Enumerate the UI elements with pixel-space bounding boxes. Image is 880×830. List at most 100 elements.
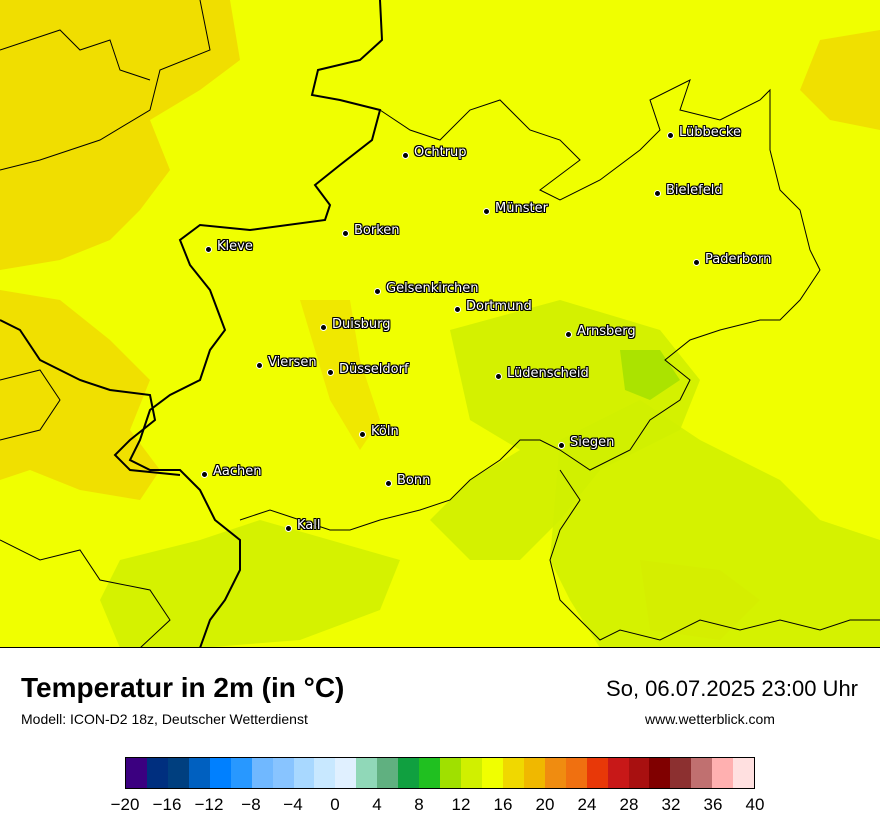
city-label: Köln (371, 424, 399, 439)
cool-region-core (620, 350, 680, 400)
city-label: Düsseldorf (339, 362, 409, 377)
cool-region-southeast (550, 400, 880, 647)
city-marker (667, 132, 674, 139)
city-marker (483, 208, 490, 215)
color-swatch (440, 758, 461, 788)
map-title: Temperatur in 2m (in °C) (21, 672, 345, 703)
scale-tick-label: 32 (661, 795, 681, 814)
color-swatch (377, 758, 399, 788)
scale-tick-label: 8 (414, 795, 424, 814)
city-label: Aachen (213, 464, 262, 479)
color-swatch (272, 758, 294, 788)
color-swatch (544, 758, 566, 788)
color-swatch (251, 758, 273, 788)
state-border-south (549, 469, 880, 641)
scale-tick-label: 40 (745, 795, 765, 814)
color-swatch (628, 758, 650, 788)
city-marker (285, 525, 292, 532)
color-swatch (523, 758, 545, 788)
warm-region-nw (0, 0, 240, 270)
forecast-datetime: So, 06.07.2025 23:00 Uhr (606, 676, 858, 701)
city-label: Viersen (268, 355, 317, 370)
scale-tick-label: −12 (194, 795, 224, 814)
state-border-north (239, 79, 821, 531)
scale-tick-label: −4 (283, 795, 303, 814)
color-swatch (167, 758, 189, 788)
website-link[interactable]: www.wetterblick.com (645, 711, 775, 727)
city-marker (327, 369, 334, 376)
county-line-1 (0, 29, 151, 81)
city-marker (201, 471, 208, 478)
city-label: Arnsberg (577, 324, 636, 339)
model-source: Modell: ICON-D2 18z, Deutscher Wetterdie… (21, 711, 308, 727)
color-swatch (565, 758, 587, 788)
city-label: Lübbecke (679, 125, 741, 140)
city-label: Lüdenscheid (507, 366, 589, 381)
scale-tick-label: 28 (619, 795, 639, 814)
city-label: Borken (354, 223, 400, 238)
city-label: Bielefeld (666, 183, 723, 198)
city-label: Ochtrup (414, 145, 467, 160)
color-swatch (607, 758, 629, 788)
scale-tick-label: 24 (577, 795, 597, 814)
scale-tick-label: 36 (703, 795, 723, 814)
warm-region-center (300, 300, 380, 450)
city-marker (385, 480, 392, 487)
city-marker (654, 190, 661, 197)
scale-tick-label: 4 (372, 795, 382, 814)
warm-region-ne (800, 30, 880, 130)
city-marker (693, 259, 700, 266)
color-swatch (649, 758, 671, 788)
warm-region-nw2 (0, 290, 160, 500)
city-marker (256, 362, 263, 369)
county-line-2 (0, 369, 61, 441)
color-swatch (712, 758, 734, 788)
city-marker (320, 324, 327, 331)
city-label: Gelsenkirchen (386, 281, 479, 296)
scale-tick-label: 20 (535, 795, 555, 814)
color-swatch (126, 758, 147, 788)
scale-tick-label: −16 (152, 795, 182, 814)
county-line-3 (0, 539, 171, 647)
color-swatch (188, 758, 210, 788)
city-marker (565, 331, 572, 338)
color-swatch (230, 758, 252, 788)
color-swatch (481, 758, 503, 788)
city-label: Siegen (570, 435, 615, 450)
color-swatch (586, 758, 608, 788)
color-swatch (356, 758, 378, 788)
city-label: Münster (495, 201, 548, 216)
city-label: Dortmund (466, 299, 532, 314)
color-swatch (335, 758, 357, 788)
scale-tick-label: −8 (241, 795, 261, 814)
scale-tick-label: 16 (493, 795, 513, 814)
cool-region-eifel (100, 520, 400, 647)
color-swatch (691, 758, 713, 788)
city-marker (454, 306, 461, 313)
borders (0, 0, 880, 647)
city-marker (342, 230, 349, 237)
color-swatch (502, 758, 524, 788)
border-west-lower (0, 319, 181, 476)
city-marker (359, 431, 366, 438)
city-label: Paderborn (705, 252, 772, 267)
scale-tick-label: −20 (110, 795, 140, 814)
color-swatch (314, 758, 336, 788)
city-label: Duisburg (332, 317, 391, 332)
scale-tick-label: 12 (451, 795, 471, 814)
scale-tick-label: 0 (330, 795, 340, 814)
map-canvas (0, 0, 880, 647)
city-label: Kleve (217, 239, 253, 254)
color-swatch (209, 758, 231, 788)
color-swatch (419, 758, 441, 788)
color-scale (125, 757, 755, 789)
temperature-map: Lübbecke Ochtrup Bielefeld Münster Borken Kle… (0, 0, 880, 648)
city-marker (205, 246, 212, 253)
color-swatch (461, 758, 482, 788)
city-marker (402, 152, 409, 159)
color-swatch (146, 758, 168, 788)
color-swatch (733, 758, 755, 788)
color-swatch (293, 758, 315, 788)
color-swatch (670, 758, 692, 788)
city-label: Bonn (397, 473, 431, 488)
